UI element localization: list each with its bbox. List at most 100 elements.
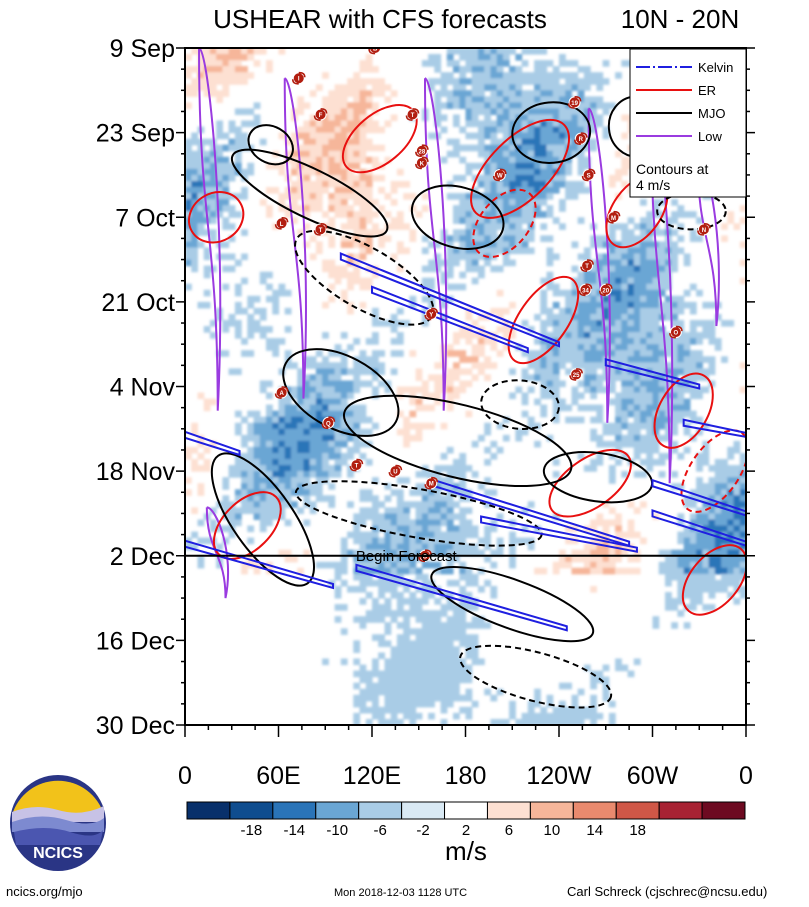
tc-label: N: [702, 228, 706, 234]
colorbar-cell: [315, 801, 360, 820]
tc-marker-22: T: [349, 458, 364, 472]
colorbar: -18 -14 -10 -6 -2 2 6 10 14 18: [186, 801, 746, 839]
x-tick-label: 0: [178, 762, 192, 790]
tc-marker-5: 28: [415, 144, 429, 158]
mjo-contour-6: [342, 394, 573, 488]
tc-arm-icon: [274, 224, 282, 230]
kelvin-contour-1: [371, 285, 529, 354]
tc-label: Q: [326, 421, 331, 427]
tc-label: L: [280, 222, 284, 228]
footer-timestamp: Mon 2018-12-03 1128 UTC: [334, 887, 468, 899]
tc-arm-icon: [581, 175, 589, 182]
kelvin-contour-0: [339, 252, 560, 348]
tropical-cyclone-markers: B I F T 19 28 K R W S L T M N T Y 34 20 O 25 A Q T U M O: [274, 48, 711, 563]
tc-arm-icon: [421, 156, 429, 162]
tc-arm-icon: [395, 464, 403, 471]
colorbar-cell: [186, 801, 231, 820]
tc-arm-icon: [415, 151, 422, 158]
tc-arm-icon: [313, 115, 321, 121]
y-tick-label: 30 Dec: [96, 712, 175, 740]
legend-label-low: Low: [698, 129, 722, 144]
tc-label: 25: [573, 373, 580, 379]
tc-arm-icon: [274, 393, 282, 399]
tc-marker-19: 25: [569, 368, 583, 381]
colorbar-cell: [444, 801, 488, 820]
tc-arm-icon: [412, 108, 420, 114]
er-contour-5: [653, 372, 714, 449]
tc-arm-icon: [499, 168, 507, 174]
mjo-contour-13: [294, 480, 543, 547]
kelvin-contours: [185, 252, 746, 632]
low-contour-5: [205, 506, 230, 599]
tc-marker-8: W: [492, 168, 507, 182]
tc-arm-icon: [424, 484, 432, 490]
tc-label: 20: [602, 288, 609, 294]
tc-arm-icon: [313, 230, 321, 236]
tc-marker-16: 34: [578, 283, 593, 297]
tc-marker-20: A: [274, 386, 289, 399]
kelvin-contour-4: [185, 430, 241, 457]
colorbar-label: -18: [241, 822, 263, 839]
er-contour-9: [472, 188, 537, 258]
tc-marker-4: 19: [567, 96, 582, 109]
colorbar-label: -14: [283, 822, 305, 839]
tc-label: U: [393, 470, 397, 476]
tc-arm-icon: [328, 416, 336, 422]
tc-label: M: [429, 482, 434, 488]
tc-arm-icon: [281, 216, 289, 223]
tc-arm-icon: [321, 423, 329, 430]
tc-marker-17: 20: [598, 283, 613, 297]
y-tick-label: 16 Dec: [96, 627, 175, 655]
tc-marker-18: O: [669, 325, 683, 339]
colorbar-label: 18: [629, 822, 646, 839]
tc-arm-icon: [368, 48, 376, 55]
mjo-contour-8: [210, 452, 316, 587]
tc-arm-icon: [669, 333, 676, 339]
tc-arm-icon: [415, 163, 422, 170]
colorbar-cell: [358, 801, 403, 820]
tc-label: A: [279, 391, 284, 397]
tc-label: W: [497, 173, 503, 179]
x-tick-label: 180: [445, 762, 487, 790]
tc-marker-15: Y: [424, 307, 439, 321]
mjo-contour-3: [511, 101, 592, 164]
tc-arm-icon: [492, 175, 500, 182]
kelvin-contour-9: [185, 539, 335, 590]
tc-marker-11: T: [313, 223, 328, 236]
y-tick-label: 23 Sep: [96, 120, 175, 148]
legend-label-kelvin: Kelvin: [698, 60, 733, 75]
tc-label: F: [319, 113, 323, 119]
tc-marker-6: K: [415, 156, 429, 170]
y-tick-label: 18 Nov: [96, 458, 176, 486]
tc-arm-icon: [431, 476, 439, 483]
tc-label: K: [420, 161, 425, 167]
tc-label: 19: [571, 101, 578, 107]
tc-label: M: [611, 216, 616, 222]
y-axis: 9 Sep 23 Sep 7 Oct 21 Oct 4 Nov 18 Nov 2 Dec 16…: [96, 35, 755, 740]
logo-text: NCICS: [33, 845, 83, 862]
kelvin-contour-8: [651, 509, 746, 547]
colorbar-cell: [701, 801, 746, 820]
mjo-contour-12: [480, 379, 560, 430]
mjo-contour-0: [230, 148, 389, 238]
legend-note: 4 m/s: [636, 177, 670, 193]
ncics-logo: NCICS: [10, 775, 106, 871]
tc-marker-13: N: [697, 223, 711, 236]
tc-arm-icon: [431, 307, 439, 314]
tc-arm-icon: [576, 368, 583, 374]
tc-arm-icon: [424, 549, 432, 555]
tc-marker-23: U: [388, 464, 403, 478]
y-tick-label: 9 Sep: [110, 35, 175, 63]
low-contour-3: [587, 107, 611, 423]
er-contour-8: [681, 544, 746, 616]
tc-arm-icon: [578, 290, 586, 297]
tc-arm-icon: [574, 139, 581, 146]
tc-arm-icon: [675, 325, 683, 332]
tc-arm-icon: [585, 283, 593, 289]
kelvin-contour-2: [604, 358, 701, 390]
y-tick-label: 4 Nov: [110, 374, 176, 402]
tc-arm-icon: [567, 103, 575, 109]
x-tick-label: 60E: [256, 762, 300, 790]
tc-label: Y: [429, 312, 433, 318]
